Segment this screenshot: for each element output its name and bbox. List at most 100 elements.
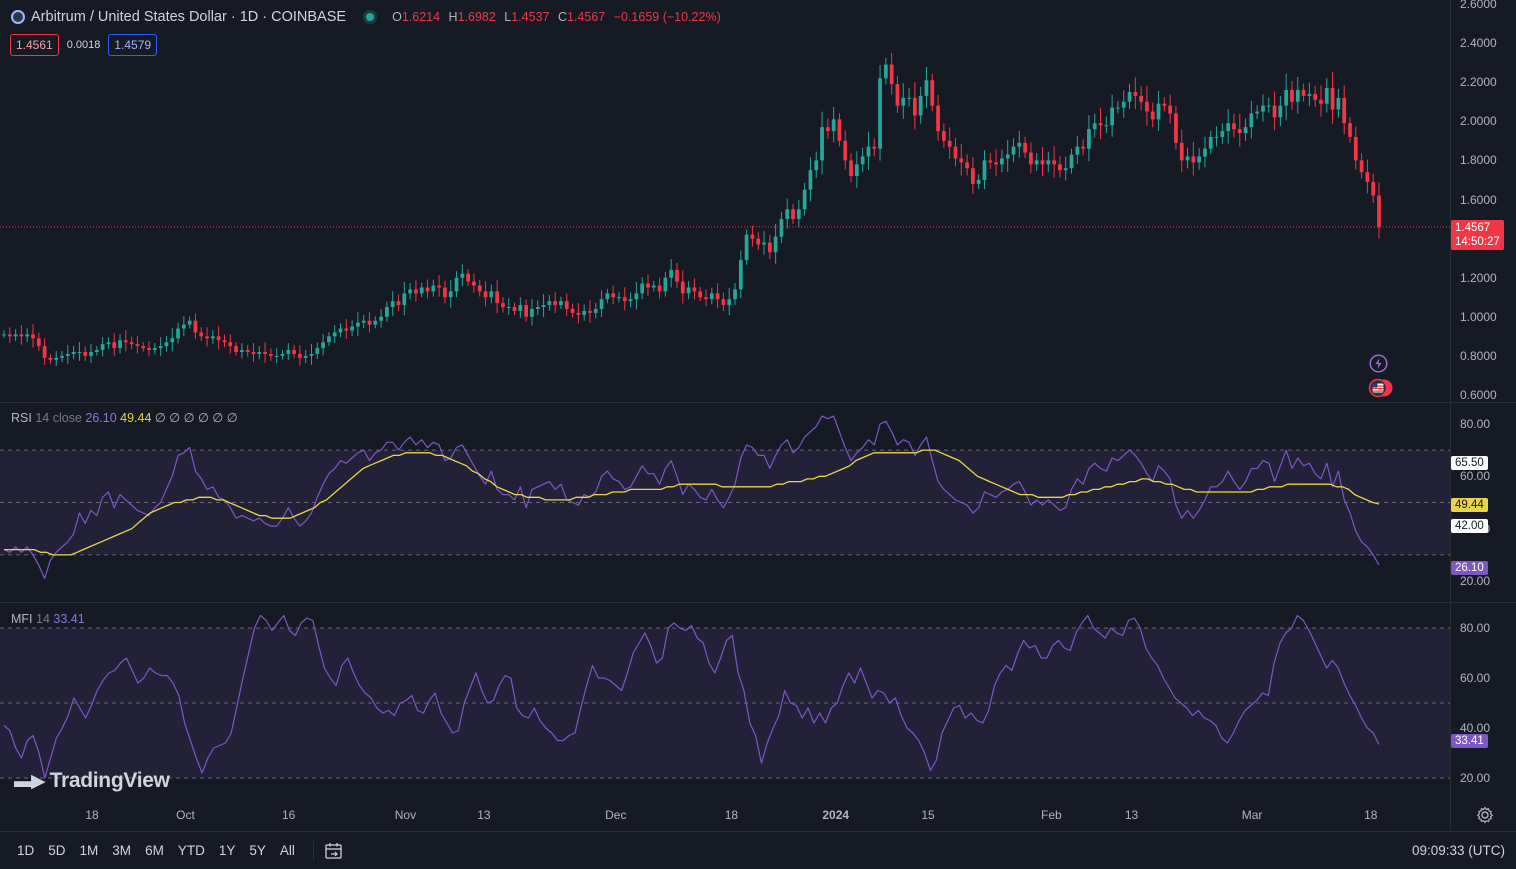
time-tick-label: 2024 xyxy=(822,808,850,822)
candle-down xyxy=(524,305,529,317)
candle-down xyxy=(477,285,482,292)
candle-up xyxy=(385,307,389,317)
lightning-icon[interactable] xyxy=(1369,354,1388,373)
candle-down xyxy=(611,293,616,298)
candle-down xyxy=(889,64,894,85)
candle-up xyxy=(506,307,511,309)
range-all-button[interactable]: All xyxy=(279,843,295,858)
candle-down xyxy=(512,307,517,311)
candle-up xyxy=(152,348,157,351)
candle-down xyxy=(675,269,679,282)
candle-up xyxy=(77,351,82,353)
price-tick-label: 2.4000 xyxy=(1460,36,1497,51)
go-to-date-icon[interactable] xyxy=(324,842,344,860)
candle-up xyxy=(1017,142,1022,147)
mfi-name: MFI xyxy=(11,612,33,626)
tradingview-logo[interactable]: ▬▶ TradingView xyxy=(14,769,170,793)
price-tick-label: 2.2000 xyxy=(1460,75,1497,90)
candle-up xyxy=(373,320,378,325)
candle-down xyxy=(930,80,935,106)
candle-up xyxy=(239,350,244,352)
rsi-value-tag: 26.10 xyxy=(1451,561,1488,575)
candle-up xyxy=(327,336,331,343)
candle-up xyxy=(280,353,285,356)
candle-up xyxy=(71,351,76,354)
range-1y-button[interactable]: 1Y xyxy=(218,843,236,858)
candle-up xyxy=(535,307,540,309)
time-tick-label: 18 xyxy=(85,808,99,822)
high-value: 1.6982 xyxy=(457,10,496,24)
candle-up xyxy=(814,160,819,171)
us-economic-events-icon[interactable] xyxy=(1366,378,1394,398)
candle-down xyxy=(147,348,151,351)
market-status-icon[interactable] xyxy=(366,13,375,21)
candle-up xyxy=(628,299,633,302)
candle-up xyxy=(448,291,453,298)
candle-up xyxy=(89,351,93,356)
range-1m-button[interactable]: 1M xyxy=(79,843,99,858)
candle-down xyxy=(414,289,418,294)
range-5y-button[interactable]: 5Y xyxy=(249,843,266,858)
buy-price-button[interactable]: 1.4579 xyxy=(108,34,158,56)
candlestick-series xyxy=(0,53,1450,366)
candle-down xyxy=(646,283,650,288)
candle-down xyxy=(825,127,830,132)
candle-up xyxy=(1255,111,1260,114)
range-ytd-button[interactable]: YTD xyxy=(177,843,205,858)
candle-down xyxy=(1133,91,1138,96)
oscillator-tick-label: 80.00 xyxy=(1460,621,1491,635)
candle-up xyxy=(454,277,459,292)
candle-down xyxy=(698,291,703,298)
candle-down xyxy=(965,162,969,169)
open-key: O xyxy=(392,10,402,24)
settings-gear-icon[interactable] xyxy=(1476,806,1494,824)
candle-up xyxy=(390,301,395,308)
candle-down xyxy=(941,131,946,141)
time-tick-label: 15 xyxy=(921,808,935,822)
oscillator-tick-label: 60.00 xyxy=(1460,469,1491,484)
candle-up xyxy=(118,340,122,349)
sell-price-button[interactable]: 1.4561 xyxy=(10,34,59,56)
rsi-extra-values: ∅ ∅ ∅ ∅ ∅ ∅ xyxy=(154,411,238,425)
range-3m-button[interactable]: 3M xyxy=(112,843,132,858)
candle-down xyxy=(994,162,998,165)
symbol-title[interactable]: Arbitrum / United States Dollar · 1D · C… xyxy=(31,9,347,25)
candle-up xyxy=(860,156,865,165)
ohlc-values: O1.6214 H1.6982 L1.4537 C1.4567 −0.1659 … xyxy=(392,10,726,24)
range-5d-button[interactable]: 5D xyxy=(48,843,66,858)
candle-down xyxy=(1040,160,1045,165)
candle-down xyxy=(756,238,761,245)
candle-up xyxy=(785,209,790,220)
candle-down xyxy=(767,242,772,253)
rsi-legend[interactable]: RSI 14 close 26.10 49.44 ∅ ∅ ∅ ∅ ∅ ∅ xyxy=(11,410,238,425)
candle-down xyxy=(495,291,500,304)
price-tick-label: 2.0000 xyxy=(1460,114,1497,129)
range-1d-button[interactable]: 1D xyxy=(17,843,35,858)
candle-down xyxy=(205,336,209,339)
range-6m-button[interactable]: 6M xyxy=(145,843,164,858)
candle-up xyxy=(669,269,674,278)
candle-up xyxy=(460,273,465,278)
time-tick-label: Dec xyxy=(605,808,627,822)
spread-value: 0.0018 xyxy=(66,39,101,51)
candle-down xyxy=(298,353,302,358)
candle-up xyxy=(976,179,981,184)
candle-down xyxy=(1353,136,1358,161)
price-tick-label: 1.6000 xyxy=(1460,192,1497,207)
utc-clock[interactable]: 09:09:33 (UTC) xyxy=(1411,843,1505,858)
candle-down xyxy=(1029,152,1033,165)
candle-down xyxy=(245,350,250,352)
candle-down xyxy=(1342,97,1347,124)
low-key: L xyxy=(504,10,512,24)
candle-down xyxy=(588,310,592,313)
candle-up xyxy=(582,310,587,315)
candle-up xyxy=(1307,93,1312,96)
candle-down xyxy=(704,297,708,300)
rsi-upper-tag: 65.50 xyxy=(1451,456,1488,470)
candle-down xyxy=(791,209,795,220)
candle-up xyxy=(315,348,320,354)
rsi-ma-tag: 49.44 xyxy=(1451,498,1488,512)
mfi-legend[interactable]: MFI 14 33.41 xyxy=(11,612,85,626)
candle-down xyxy=(564,301,569,309)
